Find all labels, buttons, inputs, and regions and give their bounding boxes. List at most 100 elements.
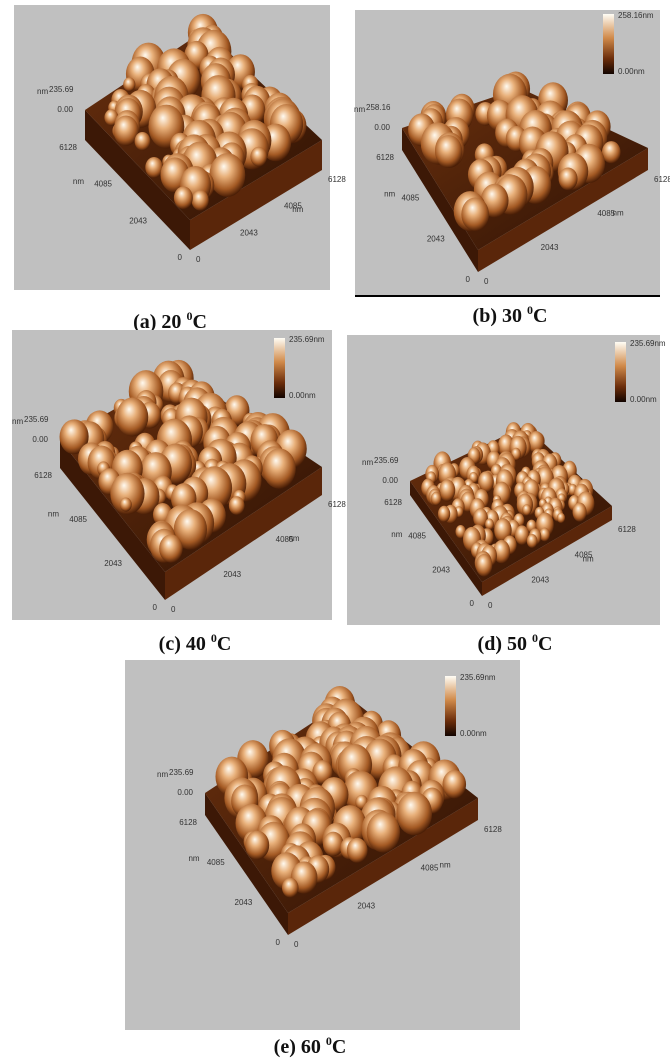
left-tick-label: 2043 — [432, 565, 450, 574]
colorbar-min: 0.00nm — [460, 729, 487, 738]
right-unit: nm — [583, 554, 594, 563]
right-tick-label: 0 — [196, 255, 201, 264]
surface-feature — [367, 812, 400, 853]
surface-feature — [209, 153, 245, 197]
surface-feature — [435, 135, 462, 168]
left-tick-label: 4085 — [94, 180, 112, 189]
z-max: 235.69 — [24, 415, 49, 424]
figure: nm235.690.006128408520430nm0204340856128… — [0, 0, 670, 1061]
surface-feature — [323, 832, 344, 857]
z-unit: nm — [12, 417, 23, 426]
surface-feature — [120, 498, 132, 512]
z-max: 258.16 — [366, 103, 391, 112]
caption-text: (c) 40 — [159, 633, 211, 655]
surface-feature — [347, 838, 368, 863]
surface-feature — [263, 448, 296, 488]
left-tick-label: 2043 — [129, 216, 147, 225]
panel-caption: (d) 50 0C — [478, 631, 553, 655]
surface-feature — [573, 503, 587, 522]
right-tick-label: 4085 — [421, 863, 439, 872]
panel-caption: (a) 20 0C — [133, 309, 207, 333]
z-min: 0.00 — [382, 476, 398, 485]
surface-feature — [476, 554, 492, 577]
z-min: 0.00 — [374, 123, 390, 132]
left-tick-label: 6128 — [384, 498, 402, 507]
colorbar — [445, 676, 456, 736]
surface-feature — [229, 496, 245, 515]
left-tick-label: 4085 — [69, 515, 87, 524]
surface-feature — [439, 479, 455, 501]
left-tick-label: 0 — [276, 938, 281, 947]
left-tick-label: 0 — [153, 603, 158, 612]
right-unit: nm — [292, 205, 303, 214]
surface-feature — [461, 197, 489, 231]
z-min: 0.00 — [57, 105, 73, 114]
panel-caption: (e) 60 0C — [274, 1034, 347, 1058]
right-unit: nm — [440, 860, 451, 869]
z-unit: nm — [157, 770, 168, 779]
surface-feature — [522, 504, 531, 515]
right-tick-label: 2043 — [357, 902, 375, 911]
right-tick-label: 0 — [294, 940, 299, 949]
left-tick-label: 0 — [178, 253, 183, 262]
surface-feature — [557, 513, 565, 523]
caption-text: (d) 50 — [478, 633, 532, 655]
surface-feature — [396, 792, 432, 836]
caption-unit: C — [538, 633, 552, 655]
colorbar — [615, 342, 626, 402]
surface-feature — [559, 167, 578, 190]
z-max: 235.69 — [374, 456, 399, 465]
surface-feature — [282, 878, 299, 898]
left-tick-label: 6128 — [179, 818, 197, 827]
z-min: 0.00 — [32, 435, 48, 444]
right-tick-label: 2043 — [541, 243, 559, 252]
colorbar-max: 235.69nm — [630, 339, 666, 348]
colorbar-min: 0.00nm — [618, 67, 645, 76]
left-tick-label: 0 — [470, 599, 475, 608]
surface-feature — [174, 186, 193, 209]
left-tick-label: 4085 — [408, 532, 426, 541]
right-unit: nm — [288, 534, 299, 543]
left-unit: nm — [384, 189, 395, 198]
panel-caption: (b) 30 0C — [473, 303, 548, 327]
surface-feature — [431, 492, 441, 506]
surface-feature — [245, 831, 269, 860]
surface-feature — [123, 77, 135, 91]
left-unit: nm — [48, 509, 59, 518]
colorbar — [603, 14, 614, 74]
right-tick-label: 2043 — [240, 228, 258, 237]
left-tick-label: 2043 — [104, 559, 122, 568]
caption-unit: C — [217, 633, 231, 655]
left-tick-label: 4085 — [207, 858, 225, 867]
caption-unit: C — [192, 311, 206, 333]
panel-caption: (c) 40 0C — [159, 631, 232, 655]
caption-unit: C — [332, 1036, 346, 1058]
z-unit: nm — [37, 87, 48, 96]
surface-feature — [116, 397, 148, 436]
z-unit: nm — [362, 458, 373, 467]
colorbar — [274, 338, 285, 398]
surface-feature — [485, 519, 494, 530]
colorbar-max: 258.16nm — [618, 11, 654, 20]
left-unit: nm — [391, 530, 402, 539]
caption-text: (a) 20 — [133, 311, 186, 333]
right-tick-label: 2043 — [531, 576, 549, 585]
right-tick-label: 6128 — [654, 175, 670, 184]
colorbar-max: 235.69nm — [460, 673, 496, 682]
z-min: 0.00 — [177, 788, 193, 797]
surface-feature — [159, 534, 182, 562]
left-tick-label: 6128 — [376, 153, 394, 162]
surface-feature — [527, 534, 538, 548]
left-tick-label: 4085 — [402, 194, 420, 203]
surface-feature — [145, 157, 163, 178]
surface-feature — [191, 190, 208, 211]
caption-unit: C — [533, 305, 547, 327]
caption-text: (e) 60 — [274, 1036, 326, 1058]
right-tick-label: 0 — [488, 601, 493, 610]
right-unit: nm — [613, 208, 624, 217]
left-unit: nm — [73, 177, 84, 186]
right-tick-label: 6128 — [328, 175, 346, 184]
right-tick-label: 6128 — [618, 525, 636, 534]
colorbar-min: 0.00nm — [630, 395, 657, 404]
surface-feature — [438, 506, 450, 522]
